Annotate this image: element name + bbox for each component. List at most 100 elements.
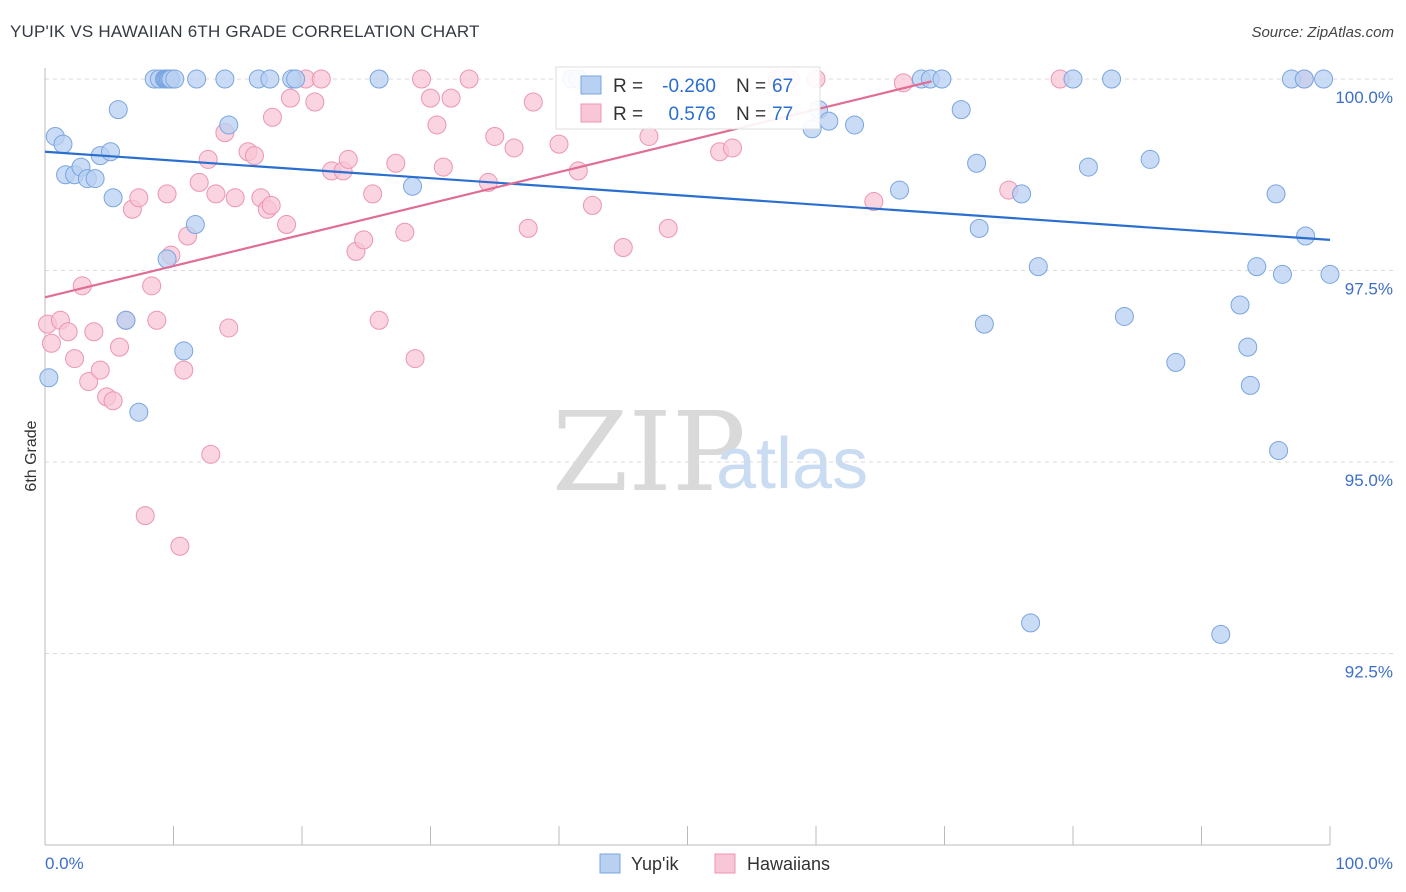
data-point-yupik xyxy=(1230,295,1250,315)
data-point-hawaiians xyxy=(363,184,383,204)
chart-title: YUP'IK VS HAWAIIAN 6TH GRADE CORRELATION… xyxy=(10,22,480,41)
data-point-hawaiians xyxy=(262,107,282,127)
data-point-hawaiians xyxy=(639,126,659,146)
data-point-hawaiians xyxy=(225,188,245,208)
data-point-yupik xyxy=(1272,264,1292,284)
data-point-hawaiians xyxy=(412,69,432,89)
data-point-hawaiians xyxy=(722,138,742,158)
data-point-hawaiians xyxy=(90,360,110,380)
data-point-hawaiians xyxy=(459,69,479,89)
data-point-hawaiians xyxy=(174,360,194,380)
data-point-yupik xyxy=(215,69,235,89)
data-point-yupik xyxy=(951,100,971,120)
data-point-hawaiians xyxy=(518,218,538,238)
data-point-yupik xyxy=(108,100,128,120)
data-point-yupik xyxy=(1247,257,1267,277)
data-point-hawaiians xyxy=(103,391,123,411)
data-point-yupik xyxy=(1028,257,1048,277)
data-point-hawaiians xyxy=(129,188,149,208)
data-point-yupik xyxy=(969,218,989,238)
data-point-hawaiians xyxy=(405,349,425,369)
data-point-yupik xyxy=(819,111,839,131)
data-point-yupik xyxy=(1238,337,1258,357)
bottom-legend-swatch-yupik xyxy=(599,853,621,874)
data-point-hawaiians xyxy=(386,153,406,173)
data-point-yupik xyxy=(1012,184,1032,204)
data-point-hawaiians xyxy=(201,444,221,464)
data-point-yupik xyxy=(967,153,987,173)
legend-r-value-hawaiians: 0.576 xyxy=(668,104,716,125)
y-tick-label: 97.5% xyxy=(1345,280,1393,299)
legend-n-label-hawaiians: N = xyxy=(736,104,766,125)
data-point-hawaiians xyxy=(189,172,209,192)
data-point-yupik xyxy=(1021,613,1041,633)
data-point-hawaiians xyxy=(280,88,300,108)
data-point-yupik xyxy=(129,402,149,422)
y-tick-label: 100.0% xyxy=(1335,88,1393,107)
x-axis-ticks xyxy=(44,826,1331,845)
legend-n-label-yupik: N = xyxy=(736,76,766,97)
data-point-yupik xyxy=(845,115,865,135)
watermark: ZIP atlas xyxy=(552,388,868,516)
data-point-hawaiians xyxy=(277,215,297,235)
data-point-hawaiians xyxy=(485,126,505,146)
data-point-yupik xyxy=(1240,375,1260,395)
data-point-hawaiians xyxy=(658,218,678,238)
legend-swatch-hawaiians xyxy=(580,103,602,123)
data-point-hawaiians xyxy=(147,310,167,330)
data-point-hawaiians xyxy=(433,157,453,177)
data-point-yupik xyxy=(101,142,121,162)
data-point-yupik xyxy=(1063,69,1083,89)
data-point-yupik xyxy=(260,69,280,89)
bottom-legend-swatch-hawaiians xyxy=(714,853,736,874)
data-point-yupik xyxy=(286,69,306,89)
data-point-hawaiians xyxy=(338,149,358,169)
data-point-hawaiians xyxy=(58,322,78,342)
y-tick-label: 92.5% xyxy=(1345,663,1393,682)
data-point-yupik xyxy=(1140,149,1160,169)
y-tick-label: 95.0% xyxy=(1345,471,1393,490)
data-point-hawaiians xyxy=(441,88,461,108)
data-point-yupik xyxy=(1211,624,1231,644)
data-point-yupik xyxy=(116,310,136,330)
y-axis-label: 6th Grade xyxy=(23,420,40,491)
data-point-hawaiians xyxy=(395,222,415,242)
bottom-legend-label-hawaiians: Hawaiians xyxy=(747,854,830,874)
data-point-yupik xyxy=(39,368,59,388)
data-point-hawaiians xyxy=(198,149,218,169)
data-point-hawaiians xyxy=(142,276,162,296)
data-point-hawaiians xyxy=(504,138,524,158)
x-tick-label-min: 0.0% xyxy=(45,854,84,873)
data-point-yupik xyxy=(187,69,207,89)
data-point-hawaiians xyxy=(219,318,239,338)
data-point-yupik xyxy=(53,134,73,154)
data-point-hawaiians xyxy=(65,349,85,369)
data-point-hawaiians xyxy=(427,115,447,135)
data-point-yupik xyxy=(165,69,185,89)
data-point-yupik xyxy=(85,169,105,189)
data-point-hawaiians xyxy=(244,146,264,166)
data-point-hawaiians xyxy=(369,310,389,330)
data-point-hawaiians xyxy=(864,192,884,212)
bottom-legend-label-yupik: Yup'ik xyxy=(631,854,679,874)
series-yupik-points xyxy=(39,69,1340,644)
data-point-yupik xyxy=(1266,184,1286,204)
data-point-yupik xyxy=(1320,264,1340,284)
data-point-yupik xyxy=(1314,69,1334,89)
source-credit: Source: ZipAtlas.com xyxy=(1251,24,1394,41)
data-point-yupik xyxy=(1269,441,1289,461)
data-point-yupik xyxy=(185,215,205,235)
data-point-hawaiians xyxy=(311,69,331,89)
data-point-hawaiians xyxy=(170,536,190,556)
legend-swatch-yupik xyxy=(580,75,602,95)
data-point-yupik xyxy=(1102,69,1122,89)
data-point-hawaiians xyxy=(421,88,440,108)
data-point-yupik xyxy=(219,115,239,135)
legend-r-label-yupik: R = xyxy=(613,76,643,97)
data-point-hawaiians xyxy=(41,333,61,353)
data-point-yupik xyxy=(369,69,389,89)
data-point-yupik xyxy=(974,314,994,334)
data-point-hawaiians xyxy=(613,238,633,258)
legend-r-label-hawaiians: R = xyxy=(613,104,643,125)
